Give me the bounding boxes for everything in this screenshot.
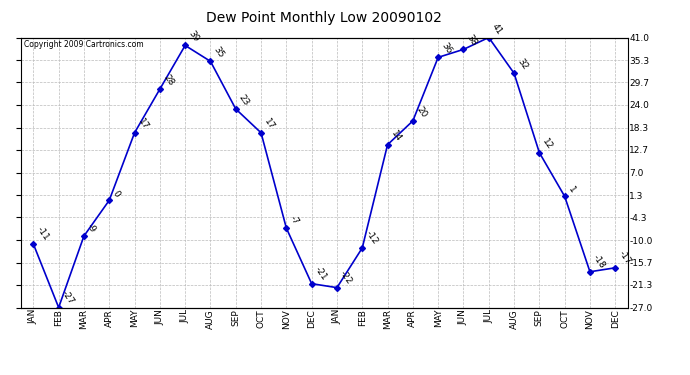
Text: 36: 36 (440, 41, 453, 56)
Text: Copyright 2009 Cartronics.com: Copyright 2009 Cartronics.com (23, 40, 144, 49)
Text: 23: 23 (237, 93, 251, 108)
Text: -22: -22 (338, 269, 354, 286)
Text: 35: 35 (212, 45, 226, 60)
Text: -21: -21 (313, 265, 329, 282)
Text: 1: 1 (566, 185, 577, 195)
Text: 20: 20 (414, 105, 428, 120)
Text: Dew Point Monthly Low 20090102: Dew Point Monthly Low 20090102 (206, 11, 442, 25)
Text: 0: 0 (110, 189, 121, 199)
Text: 12: 12 (541, 137, 555, 151)
Text: -27: -27 (60, 289, 76, 306)
Text: 39: 39 (186, 30, 201, 44)
Text: 41: 41 (490, 22, 504, 36)
Text: 14: 14 (389, 129, 403, 143)
Text: 28: 28 (161, 73, 175, 88)
Text: -12: -12 (364, 230, 380, 246)
Text: -7: -7 (288, 214, 300, 227)
Text: 17: 17 (262, 117, 277, 131)
Text: 32: 32 (515, 57, 529, 72)
Text: -17: -17 (617, 249, 633, 266)
Text: -11: -11 (34, 225, 50, 243)
Text: -18: -18 (591, 253, 607, 270)
Text: -9: -9 (86, 222, 98, 235)
Text: 17: 17 (136, 117, 150, 131)
Text: 38: 38 (465, 33, 479, 48)
